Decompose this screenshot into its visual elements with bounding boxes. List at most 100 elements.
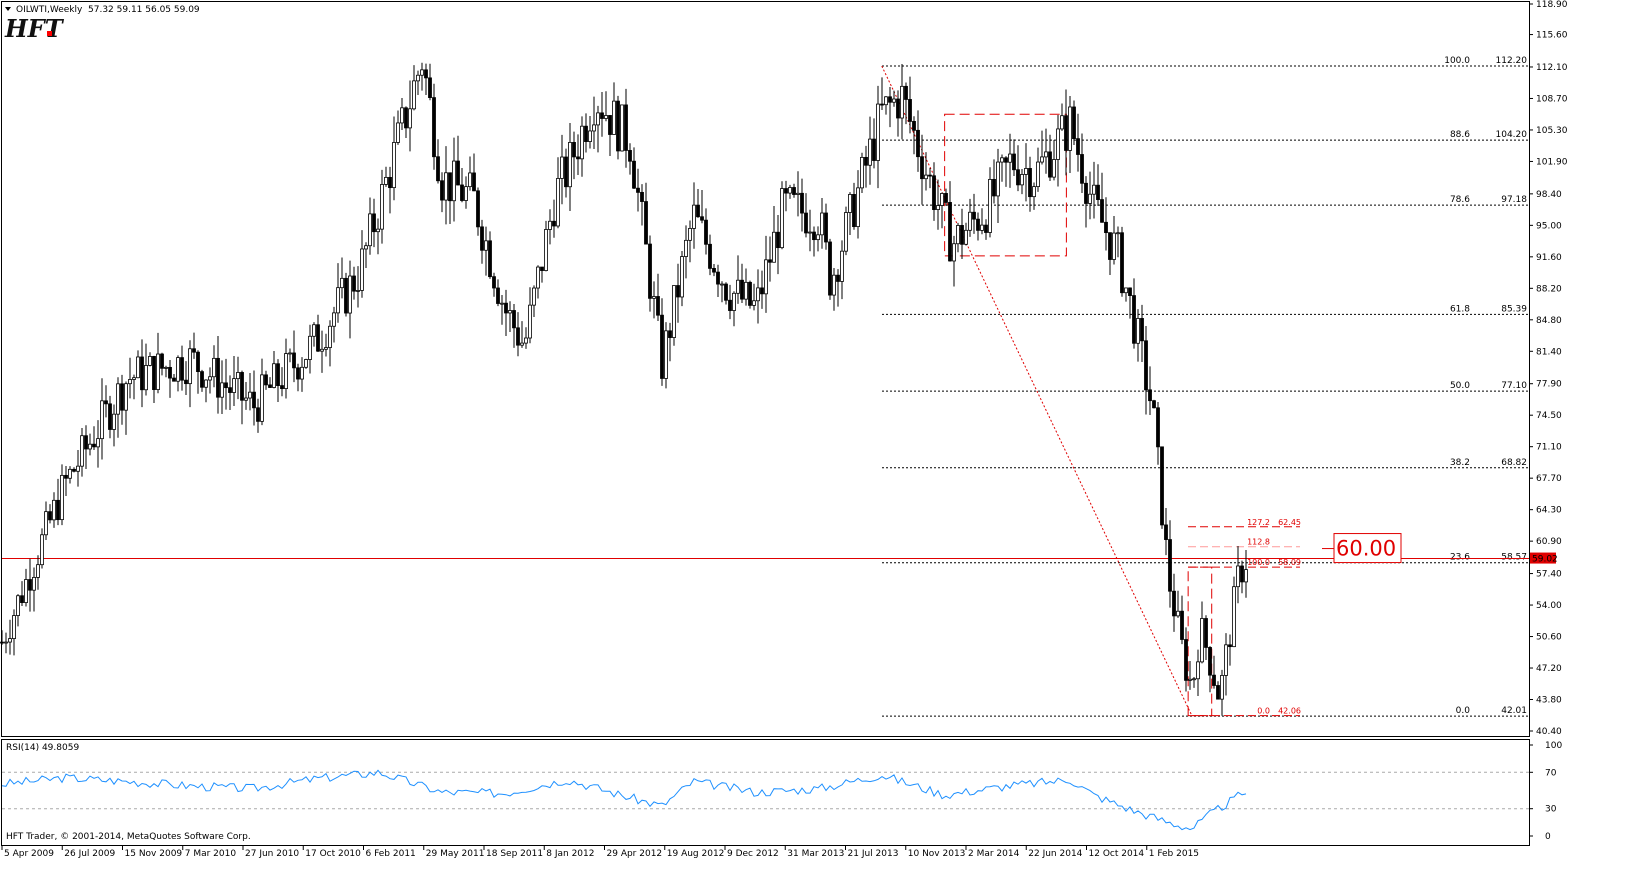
level-box	[1333, 533, 1402, 564]
candle-body	[728, 299, 732, 311]
candle-body	[180, 357, 184, 381]
candle-body	[284, 353, 288, 390]
candle-body	[1172, 590, 1176, 617]
candle-body	[1148, 389, 1152, 402]
candle-body	[420, 69, 424, 76]
x-tick-label: 6 Feb 2011	[366, 849, 416, 859]
candle-body	[636, 187, 640, 193]
candle-body	[208, 376, 212, 381]
candle-body	[200, 371, 204, 388]
candle-body	[328, 325, 332, 348]
candle-body	[936, 205, 940, 210]
candle-body	[856, 187, 860, 228]
candle-body	[712, 267, 716, 273]
y-tick-label: 60.90	[1536, 537, 1562, 547]
candle-body	[744, 281, 748, 300]
candle-body	[868, 138, 872, 166]
fib-level-price: 112.20	[1496, 56, 1528, 66]
fibonacci-extension[interactable]: 127.2 62.45 112.8 100.0 58.09 0.0 42.06	[1188, 518, 1301, 717]
x-tick-label: 1 Feb 2015	[1149, 849, 1199, 859]
candle-body	[1000, 157, 1004, 163]
candle-body	[708, 243, 712, 269]
y-tick-label: 105.30	[1536, 126, 1568, 136]
candle-body	[152, 356, 156, 390]
candle-body	[292, 352, 296, 369]
candle-body	[1104, 221, 1108, 234]
candle-body	[96, 438, 100, 448]
candle-body	[1008, 153, 1012, 163]
candle-body	[188, 348, 192, 385]
x-tick-label: 21 Jul 2013	[848, 849, 899, 859]
candle-body	[920, 156, 924, 180]
y-tick-label: 91.60	[1536, 253, 1562, 263]
rsi-title: RSI(14) 49.8059	[6, 743, 79, 753]
candle-body	[960, 225, 964, 245]
candle-body	[184, 379, 188, 385]
candle-body	[752, 300, 756, 306]
candle-body	[64, 474, 68, 479]
fib-level-price: 77.10	[1501, 381, 1527, 391]
candle-body	[136, 356, 140, 379]
candle-body	[740, 279, 744, 300]
candle-body	[1216, 685, 1220, 700]
candle-body	[496, 287, 500, 304]
candle-body	[592, 124, 596, 132]
candle-body	[1152, 400, 1156, 409]
candle-body	[92, 443, 96, 448]
fib-level-label: 88.6	[1450, 130, 1470, 140]
candle-body	[8, 638, 12, 643]
candle-body	[356, 290, 360, 292]
candle-body	[124, 383, 128, 411]
candle-body	[316, 324, 320, 352]
candle-body	[1212, 674, 1216, 686]
candle-body	[228, 387, 232, 393]
candle-body	[1076, 138, 1080, 155]
fib-level-price: 104.20	[1496, 130, 1528, 140]
candle-body	[532, 287, 536, 306]
candle-body	[280, 385, 284, 390]
candle-body	[536, 266, 540, 289]
rsi-tick-label: 0	[1545, 832, 1551, 842]
candle-body	[776, 231, 780, 249]
chevron-down-icon[interactable]	[5, 7, 11, 11]
candle-body	[1100, 199, 1104, 223]
x-tick-label: 5 Apr 2009	[4, 849, 54, 859]
candle-body	[884, 96, 888, 106]
candle-body	[956, 225, 960, 245]
candle-body	[1060, 115, 1064, 130]
candle-body	[1196, 661, 1200, 680]
candle-body	[508, 310, 512, 314]
candle-body	[412, 80, 416, 110]
candle-body	[1016, 169, 1020, 186]
x-tick-label: 29 Apr 2012	[607, 849, 663, 859]
candle-body	[624, 104, 628, 151]
candle-body	[452, 160, 456, 202]
dashed-box	[944, 113, 1067, 257]
candle-body	[312, 324, 316, 337]
candle-body	[852, 194, 856, 228]
candle-body	[408, 108, 412, 129]
candle-body	[148, 356, 152, 366]
candle-body	[132, 377, 136, 380]
candle-body	[772, 231, 776, 263]
candle-body	[1012, 153, 1016, 171]
candle-body	[1020, 174, 1024, 186]
candle-body	[476, 190, 480, 228]
candle-body	[756, 287, 760, 302]
candle-body	[1088, 193, 1092, 204]
candle-body	[900, 85, 904, 119]
candle-body	[1116, 232, 1120, 235]
fibonacci-retracement[interactable]: 100.0 112.20 88.6 104.20 78.6 97.18 61.8 85.39 5…	[882, 56, 1529, 717]
candle-body	[1124, 287, 1128, 294]
fib-level-label: 78.6	[1450, 195, 1470, 205]
main-plot-frame	[1, 1, 1530, 737]
candle-body	[144, 365, 148, 391]
candle-body	[808, 231, 812, 234]
candle-body	[660, 314, 664, 379]
candle-body	[716, 271, 720, 285]
candle-body	[824, 212, 828, 243]
candle-body	[984, 224, 988, 233]
candle-body	[1036, 161, 1040, 188]
candle-body	[924, 174, 928, 180]
candle-body	[748, 281, 752, 306]
